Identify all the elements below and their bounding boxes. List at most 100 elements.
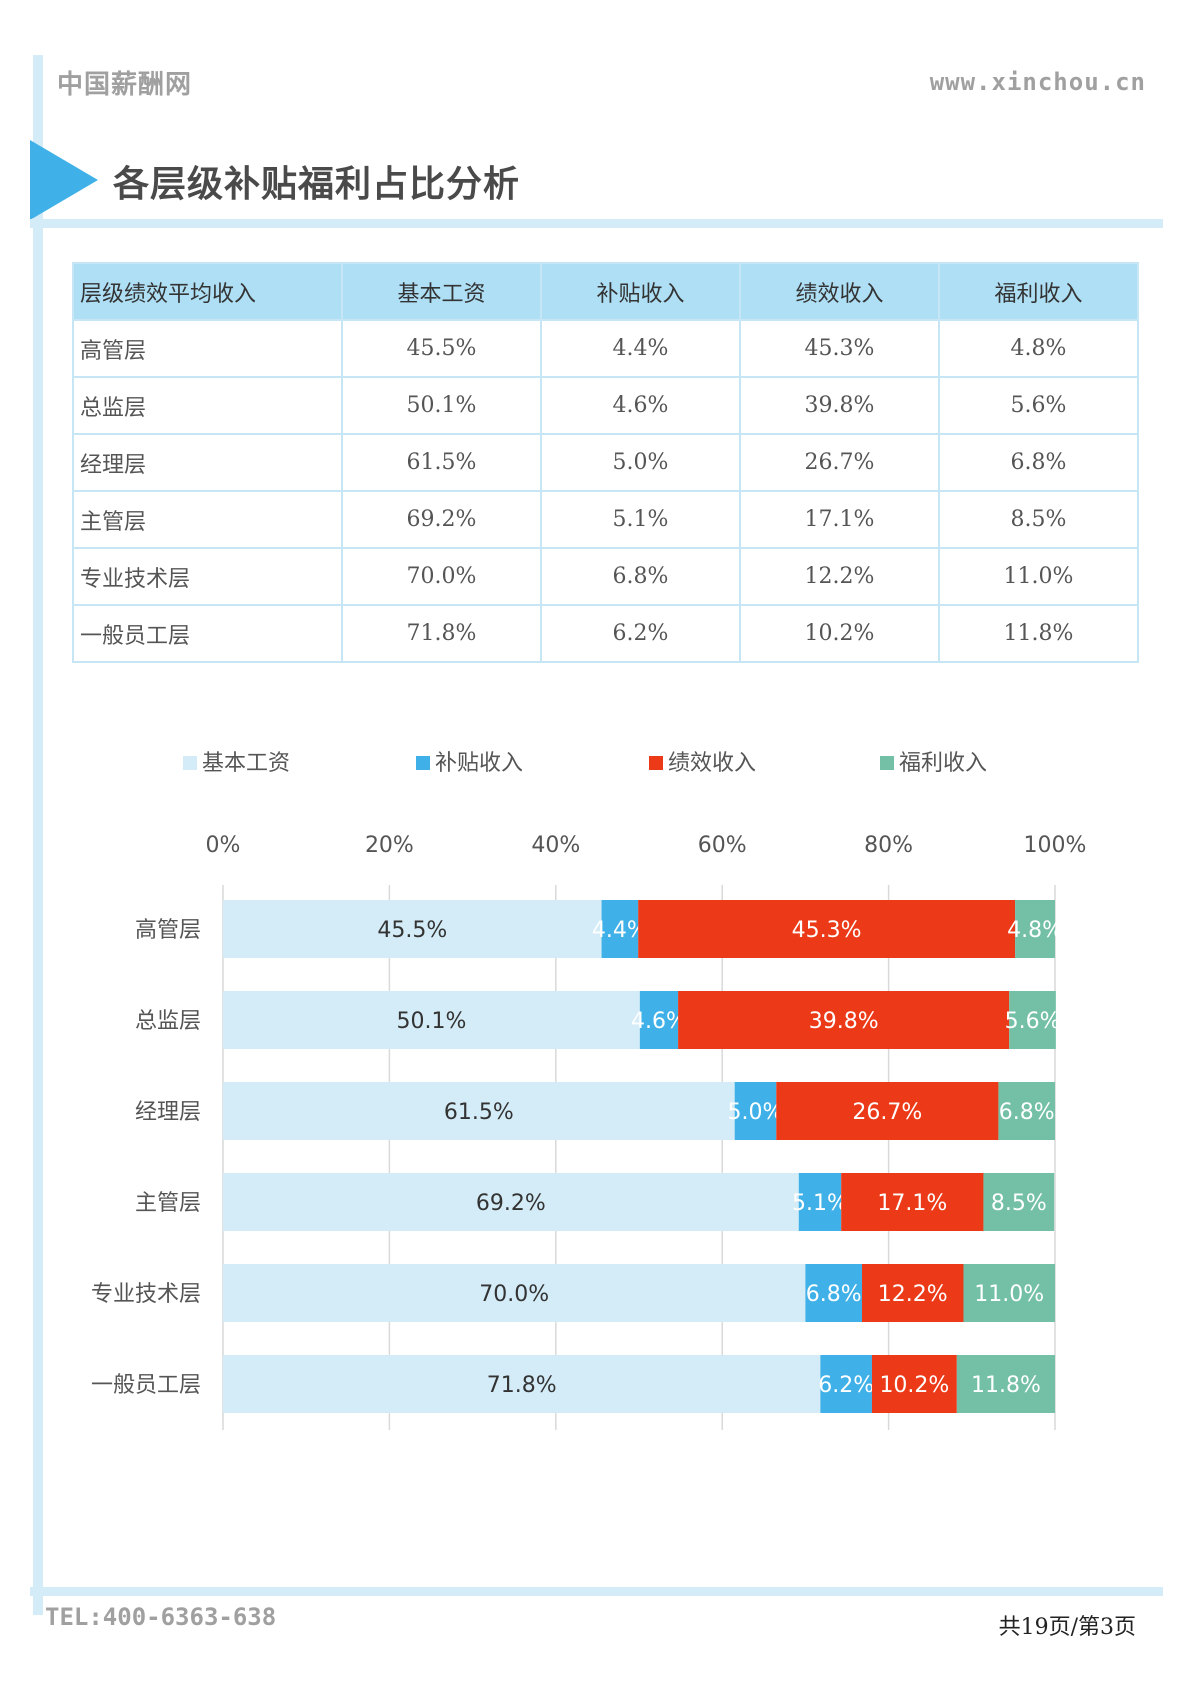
title-arrow-icon [30, 140, 98, 220]
x-tick-label: 100% [1024, 833, 1087, 858]
bar-segment [776, 1082, 999, 1140]
table-cell: 12.2% [739, 547, 940, 606]
title-divider [30, 219, 1163, 228]
table-cell: 17.1% [739, 490, 940, 549]
x-tick-label: 60% [698, 833, 747, 858]
bar-segment [223, 1082, 735, 1140]
data-label: 71.8% [487, 1373, 557, 1398]
table-cell: 11.0% [938, 547, 1139, 606]
table-cell: 6.8% [540, 547, 741, 606]
category-label: 总监层 [135, 1009, 201, 1034]
bar-segment [601, 900, 639, 958]
data-label: 50.1% [396, 1009, 466, 1034]
bar-segment [1015, 900, 1055, 958]
data-label: 11.8% [971, 1373, 1041, 1398]
table-cell: 11.8% [938, 604, 1139, 663]
bar-segment [983, 1173, 1055, 1231]
table-cell: 26.7% [739, 433, 940, 492]
data-label: 11.0% [974, 1282, 1044, 1307]
data-label: 6.8% [806, 1282, 862, 1307]
x-tick-label: 80% [864, 833, 913, 858]
table-header-cell: 福利收入 [938, 262, 1139, 321]
page-number: 共19页/第3页 [998, 1615, 1136, 1640]
footer-phone: TEL:400-6363-638 [45, 1603, 277, 1631]
table-row: 一般员工层 71.8% 6.2% 10.2% 11.8% [72, 604, 1139, 663]
x-tick-label: 40% [531, 833, 580, 858]
page-title: 各层级补贴福利占比分析 [113, 164, 521, 205]
bar-segment [861, 1264, 964, 1322]
data-label: 69.2% [476, 1191, 546, 1216]
table-cell: 5.0% [540, 433, 741, 492]
site-url: www.xinchou.cn [929, 68, 1146, 96]
table-cell: 6.2% [540, 604, 741, 663]
table-row: 总监层 50.1% 4.6% 39.8% 5.6% [72, 376, 1139, 435]
data-label: 45.3% [792, 918, 862, 943]
table-header-cell: 绩效收入 [739, 262, 940, 321]
data-label: 6.2% [818, 1373, 874, 1398]
table-cell: 8.5% [938, 490, 1139, 549]
bar-segment [1009, 991, 1056, 1049]
bar-segment [820, 1355, 872, 1413]
table-cell: 总监层 [72, 376, 343, 435]
table-header-cell: 层级绩效平均收入 [72, 262, 343, 321]
table-cell: 69.2% [341, 490, 542, 549]
category-label: 高管层 [135, 918, 201, 943]
data-label: 70.0% [479, 1282, 549, 1307]
table-header-row: 层级绩效平均收入 基本工资 补贴收入 绩效收入 福利收入 [72, 262, 1139, 321]
bar-segment [223, 1173, 799, 1231]
legend-swatch [649, 756, 663, 770]
table-cell: 4.4% [540, 319, 741, 378]
bar-segment [223, 1355, 821, 1413]
legend-swatch [880, 756, 894, 770]
table-cell: 70.0% [341, 547, 542, 606]
bar-segment [956, 1355, 1055, 1413]
data-label: 4.6% [631, 1009, 687, 1034]
table-row: 主管层 69.2% 5.1% 17.1% 8.5% [72, 490, 1139, 549]
table-cell: 71.8% [341, 604, 542, 663]
data-label: 5.6% [1005, 1009, 1061, 1034]
data-label: 8.5% [991, 1191, 1047, 1216]
bar-segment [638, 900, 1016, 958]
table-cell: 4.6% [540, 376, 741, 435]
legend-swatch [416, 756, 430, 770]
table-cell: 高管层 [72, 319, 343, 378]
data-label: 5.0% [728, 1100, 784, 1125]
footer-divider [30, 1587, 1163, 1596]
bar-segment [805, 1264, 862, 1322]
left-decoration-stripe [33, 55, 43, 1615]
bar-segment [639, 991, 679, 1049]
table-header-cell: 补贴收入 [540, 262, 741, 321]
table-cell: 经理层 [72, 433, 343, 492]
table-row: 经理层 61.5% 5.0% 26.7% 6.8% [72, 433, 1139, 492]
data-label: 26.7% [852, 1100, 922, 1125]
table-cell: 50.1% [341, 376, 542, 435]
table-cell: 61.5% [341, 433, 542, 492]
bar-segment [871, 1355, 957, 1413]
bar-segment [734, 1082, 777, 1140]
bar-segment [223, 991, 640, 1049]
bar-segment [798, 1173, 842, 1231]
bar-segment [223, 900, 602, 958]
legend-label: 补贴收入 [435, 751, 523, 776]
table-row: 专业技术层 70.0% 6.8% 12.2% 11.0% [72, 547, 1139, 606]
legend-label: 绩效收入 [668, 751, 756, 776]
bar-segment [963, 1264, 1055, 1322]
legend-swatch [183, 756, 197, 770]
table-cell: 6.8% [938, 433, 1139, 492]
bar-segment [678, 991, 1010, 1049]
data-label: 6.8% [999, 1100, 1055, 1125]
category-label: 一般员工层 [91, 1373, 201, 1398]
category-label: 主管层 [135, 1191, 201, 1216]
data-label: 39.8% [809, 1009, 879, 1034]
data-label: 45.5% [377, 918, 447, 943]
table-cell: 4.8% [938, 319, 1139, 378]
x-tick-label: 20% [365, 833, 414, 858]
table-cell: 45.5% [341, 319, 542, 378]
site-name: 中国薪酬网 [57, 70, 193, 100]
table-cell: 45.3% [739, 319, 940, 378]
stacked-bar-chart: 基本工资 补贴收入 绩效收入 福利收入 0% 20% 40% 60% 80% 100% 高管层 45.… [91, 751, 1087, 1430]
data-label: 4.8% [1007, 918, 1063, 943]
data-label: 10.2% [879, 1373, 949, 1398]
table-cell: 主管层 [72, 490, 343, 549]
bar-segment [223, 1264, 806, 1322]
